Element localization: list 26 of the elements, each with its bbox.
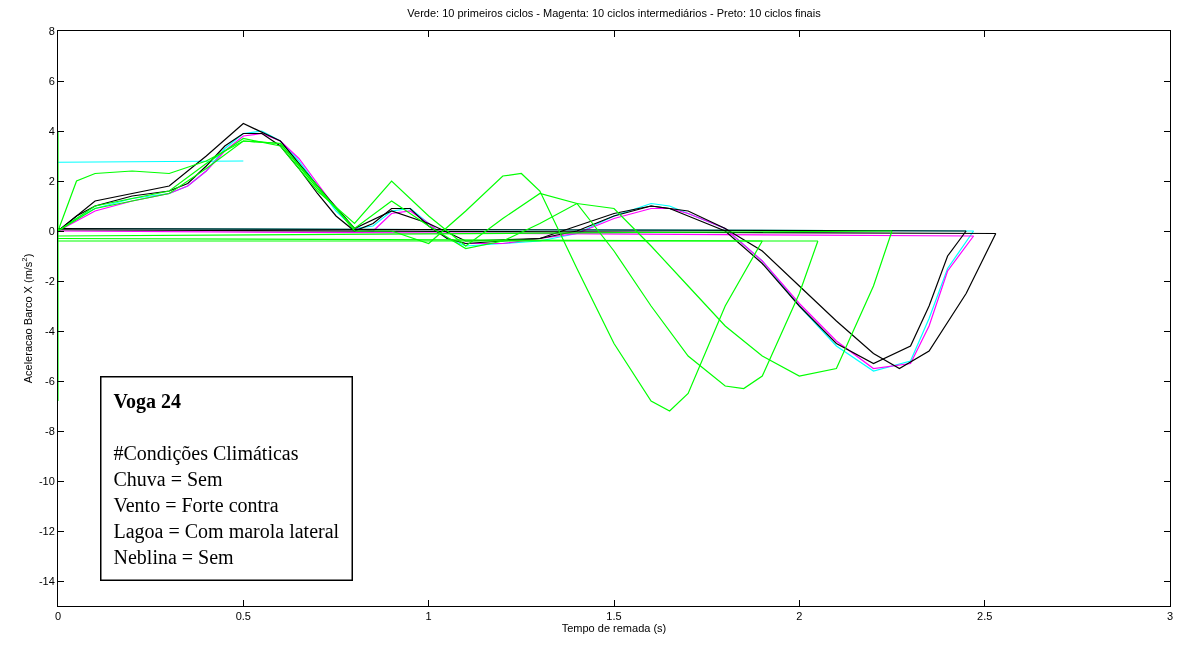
x-tick-label: 2.5 (977, 610, 993, 623)
annotation: Chuva = Sem (113, 467, 223, 490)
y-tick-label: -14 (38, 574, 55, 587)
y-tick-label: -4 (45, 324, 55, 337)
x-axis-title: Tempo de remada (s) (561, 622, 667, 635)
y-tick-label: -10 (38, 474, 55, 487)
annotation: Neblina = Sem (113, 545, 235, 568)
y-tick-label: -12 (38, 524, 55, 537)
annotation: Vento = Forte contra (113, 493, 279, 516)
annotation: #Condições Climáticas (113, 441, 299, 465)
x-tick-label: 0.5 (235, 610, 251, 623)
y-tick-label: -8 (45, 424, 55, 437)
y-tick-label: 2 (48, 174, 55, 187)
y-tick-label: 8 (48, 24, 55, 37)
x-tick-label: 1 (425, 610, 432, 623)
y-tick-label: -2 (45, 274, 55, 287)
y-tick-label: -6 (45, 374, 55, 387)
x-tick-label: 2 (796, 610, 803, 623)
chart-title: Verde: 10 primeiros ciclos - Magenta: 10 ciclos intermediários - Preto: 10 ciclos finais (407, 7, 822, 20)
annotation: Lagoa = Com marola lateral (113, 519, 340, 543)
y-tick-label: 6 (48, 74, 55, 87)
annotation: Voga 24 (113, 389, 182, 413)
y-tick-label: 0 (48, 224, 55, 237)
y-tick-label: 4 (48, 124, 55, 137)
x-tick-label: 3 (1166, 610, 1174, 623)
x-tick-label: 1.5 (606, 610, 622, 623)
